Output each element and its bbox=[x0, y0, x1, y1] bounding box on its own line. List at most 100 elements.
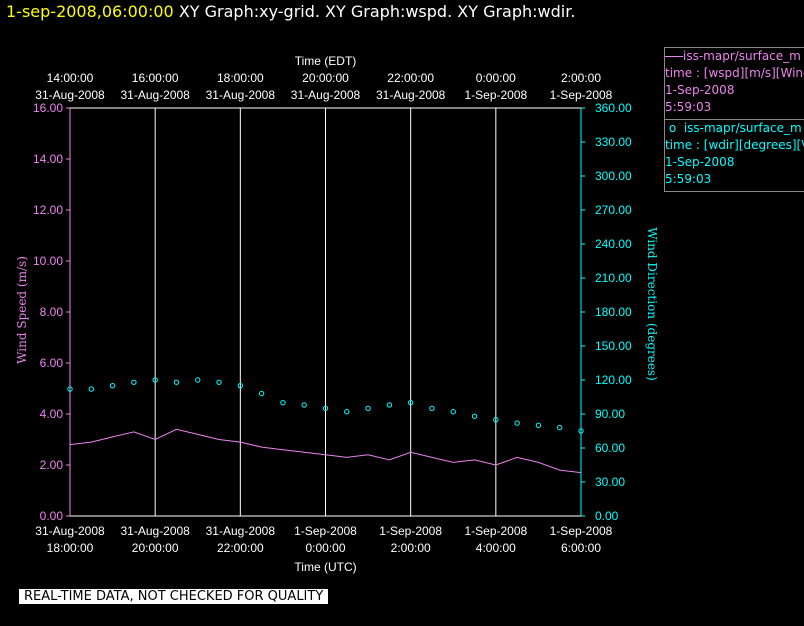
bottom-tick-date: 31-Aug-2008 bbox=[120, 524, 190, 538]
top-tick-time: 2:00:00 bbox=[561, 71, 601, 85]
right-tick-label: 60.00 bbox=[595, 441, 625, 455]
top-axis-title: Time (EDT) bbox=[295, 54, 357, 68]
wind-direction-point bbox=[216, 379, 222, 385]
right-tick-label: 90.00 bbox=[595, 407, 625, 421]
wind-direction-point bbox=[365, 405, 371, 412]
top-tick-time: 20:00:00 bbox=[302, 71, 349, 85]
bottom-tick-date: 1-Sep-2008 bbox=[550, 524, 613, 538]
wind-speed-line bbox=[69, 428, 582, 474]
left-tick-label: 10.00 bbox=[33, 254, 63, 268]
wind-direction-point bbox=[195, 377, 201, 383]
labels-layer: 0.00 2.00 4.00 6.00 8.00 10.00 12.00 14.00 16.00… bbox=[15, 54, 659, 574]
right-tick-label: 210.00 bbox=[595, 271, 632, 285]
legend-wdir-variable: time : [wdir][degrees][V bbox=[665, 138, 804, 152]
left-tick-label: 6.00 bbox=[40, 356, 64, 370]
top-tick-date: 1-Sep-2008 bbox=[550, 88, 613, 102]
right-tick-label: 180.00 bbox=[595, 305, 632, 319]
bottom-tick-date: 31-Aug-2008 bbox=[206, 524, 276, 538]
right-tick-label: 300.00 bbox=[595, 169, 632, 183]
right-tick-label: 270.00 bbox=[595, 203, 632, 217]
wind-direction-series bbox=[67, 377, 584, 434]
bottom-tick-time: 4:00:00 bbox=[476, 541, 516, 555]
legend-wspd-date: 1-Sep-2008 bbox=[665, 83, 735, 97]
right-tick-label: 240.00 bbox=[595, 237, 632, 251]
wind-direction-point bbox=[535, 422, 542, 429]
legend-line-swatch bbox=[665, 56, 683, 57]
wind-speed-series bbox=[69, 428, 582, 474]
wind-direction-point bbox=[131, 379, 137, 385]
bottom-tick-time: 18:00:00 bbox=[47, 541, 94, 555]
right-tick-label: 30.00 bbox=[595, 475, 625, 489]
top-tick-date: 1-Sep-2008 bbox=[464, 88, 527, 102]
right-tick-label: 330.00 bbox=[595, 135, 632, 149]
left-tick-label: 4.00 bbox=[40, 407, 64, 421]
bottom-tick-date: 1-Sep-2008 bbox=[379, 524, 442, 538]
wind-direction-point bbox=[344, 409, 350, 415]
graph-header: 1-sep-2008,06:00:00 XY Graph:xy-grid. XY… bbox=[6, 2, 575, 21]
top-tick-time: 16:00:00 bbox=[132, 71, 179, 85]
legend-circle-icon: o bbox=[668, 121, 677, 135]
wind-direction-point bbox=[514, 420, 520, 426]
bottom-tick-date: 1-Sep-2008 bbox=[464, 524, 527, 538]
wind-direction-point bbox=[471, 413, 478, 419]
bottom-tick-time: 2:00:00 bbox=[391, 541, 431, 555]
legend-wdir-source: iss-mapr/surface_m bbox=[683, 121, 802, 135]
graph-list: XY Graph:xy-grid. XY Graph:wspd. XY Grap… bbox=[178, 2, 576, 21]
right-axis-title: Wind Direction (degrees) bbox=[645, 227, 659, 381]
wind-direction-point bbox=[152, 377, 158, 383]
top-tick-time: 14:00:00 bbox=[47, 71, 94, 85]
left-tick-label: 2.00 bbox=[40, 458, 64, 472]
right-tick-label: 0.00 bbox=[595, 509, 619, 523]
axes-layer bbox=[66, 107, 585, 517]
wind-direction-point bbox=[88, 386, 94, 392]
wind-direction-point bbox=[407, 399, 414, 406]
left-tick-label: 14.00 bbox=[33, 152, 63, 166]
bottom-tick-time: 20:00:00 bbox=[132, 541, 179, 555]
bottom-tick-date: 31-Aug-2008 bbox=[35, 524, 105, 538]
wind-direction-point bbox=[493, 416, 499, 423]
wind-direction-point bbox=[301, 402, 307, 408]
bottom-axis-title: Time (UTC) bbox=[294, 560, 356, 574]
wind-direction-point bbox=[557, 424, 563, 431]
wind-direction-point bbox=[578, 428, 584, 434]
top-tick-date: 31-Aug-2008 bbox=[206, 88, 276, 102]
bottom-tick-date: 1-Sep-2008 bbox=[294, 524, 357, 538]
wind-direction-point bbox=[173, 379, 180, 385]
legend-wind-direction: o iss-mapr/surface_m time : [wdir][degre… bbox=[664, 120, 804, 192]
legend-wdir-time: 5:59:03 bbox=[665, 172, 712, 186]
left-tick-label: 0.00 bbox=[40, 509, 64, 523]
top-tick-date: 31-Aug-2008 bbox=[291, 88, 361, 102]
top-tick-time: 22:00:00 bbox=[387, 71, 434, 85]
wind-direction-point bbox=[386, 402, 393, 408]
wind-direction-point bbox=[450, 409, 456, 415]
bottom-tick-time: 6:00:00 bbox=[561, 541, 601, 555]
bottom-tick-time: 22:00:00 bbox=[217, 541, 264, 555]
top-tick-time: 18:00:00 bbox=[217, 71, 264, 85]
wind-direction-point bbox=[258, 390, 265, 397]
graph-timestamp: 1-sep-2008,06:00:00 bbox=[6, 2, 174, 21]
grid-layer bbox=[154, 108, 497, 516]
right-tick-label: 150.00 bbox=[595, 339, 632, 353]
bottom-tick-time: 0:00:00 bbox=[305, 541, 345, 555]
left-tick-label: 8.00 bbox=[40, 305, 64, 319]
wind-direction-point bbox=[67, 386, 73, 392]
legend-wspd-variable: time : [wspd][m/s][Wind bbox=[665, 66, 804, 80]
legend-wspd-time: 5:59:03 bbox=[665, 100, 712, 114]
wind-direction-point bbox=[237, 382, 244, 389]
quality-disclaimer: REAL-TIME DATA, NOT CHECKED FOR QUALITY bbox=[19, 589, 329, 604]
right-tick-label: 360.00 bbox=[595, 101, 632, 115]
wind-direction-point bbox=[109, 382, 116, 389]
top-tick-date: 31-Aug-2008 bbox=[35, 88, 105, 102]
legend-wdir-date: 1-Sep-2008 bbox=[665, 155, 735, 169]
legend-wind-speed: iss-mapr/surface_m time : [wspd][m/s][Wi… bbox=[664, 47, 804, 120]
legend-wspd-source: iss-mapr/surface_m bbox=[683, 49, 801, 63]
left-axis-title: Wind Speed (m/s) bbox=[15, 256, 29, 364]
top-tick-date: 31-Aug-2008 bbox=[376, 88, 446, 102]
wind-direction-point bbox=[322, 405, 329, 412]
top-tick-date: 31-Aug-2008 bbox=[120, 88, 190, 102]
top-tick-time: 0:00:00 bbox=[476, 71, 516, 85]
left-tick-label: 12.00 bbox=[33, 203, 63, 217]
wind-direction-point bbox=[429, 405, 435, 412]
wind-direction-point bbox=[280, 399, 286, 406]
